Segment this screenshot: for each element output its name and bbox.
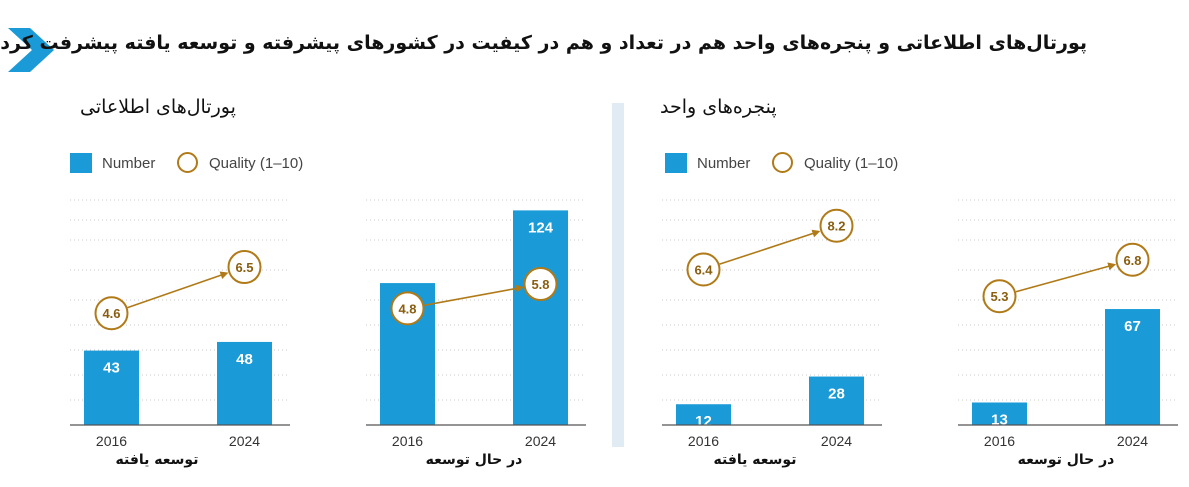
x-tick-label: 2024 [821,433,852,449]
legend-number-label: Number [697,155,751,172]
quality-value-label: 6.5 [235,260,253,275]
quality-marker [523,267,558,302]
x-tick-label: 2016 [392,433,423,449]
bar-value-label: 13 [991,412,1008,429]
quality-value-label: 6.4 [694,262,713,277]
chevron-right-icon [8,28,54,72]
x-tick-label: 2016 [984,433,1015,449]
legend-quality-label: Quality (1–10) [209,155,304,172]
bar-value-label: 48 [236,351,253,368]
quality-value-label: 4.6 [102,306,120,321]
x-tick-label: 2024 [525,433,556,449]
bar-2016 [84,350,139,425]
quality-trend-arrow [1015,262,1117,293]
group-label-developing: در حال توسعه [1017,452,1115,468]
x-tick-label: 2024 [229,433,260,449]
bar-2024 [217,341,272,425]
bar-value-label: 67 [1124,318,1141,335]
quality-marker [94,296,129,331]
group-label-developing: در حال توسعه [425,452,523,468]
quality-marker [819,208,854,243]
quality-value-label: 5.8 [531,277,549,292]
bar-2024 [1105,309,1160,425]
x-tick-label: 2016 [688,433,719,449]
quality-trend-arrow [424,284,524,307]
section-divider [612,103,624,447]
bar-value-label: 28 [828,386,845,403]
bar-2024 [809,376,864,425]
bar-2016 [676,404,731,425]
bar-value-label: 43 [103,360,120,377]
quality-marker [1115,242,1150,277]
legend-number-label: Number [102,155,156,172]
bar-value-label: 124 [528,219,554,236]
legend-quality-circle-icon [772,152,793,173]
page-title: پورتال‌های اطلاعاتی و پنجره‌های واحد هم … [0,32,1088,54]
legend-number-swatch [665,153,687,173]
quality-value-label: 6.8 [1123,253,1141,268]
quality-marker [982,279,1017,314]
quality-marker [227,250,262,285]
group-label-developed: توسعه یافته [713,452,797,468]
bar-2024 [513,210,568,425]
quality-value-label: 4.8 [398,301,416,316]
quality-value-label: 5.3 [990,289,1008,304]
bar-value-label: 12 [695,413,712,430]
section-title-portals: پورتال‌های اطلاعاتی [80,96,236,118]
legend-quality-label: Quality (1–10) [804,155,899,172]
quality-value-label: 8.2 [827,219,845,234]
x-tick-label: 2016 [96,433,127,449]
group-label-developed: توسعه یافته [115,452,199,468]
quality-trend-arrow [127,271,229,309]
legend-quality-circle-icon [177,152,198,173]
x-tick-label: 2024 [1117,433,1148,449]
legend-number-swatch [70,153,92,173]
quality-trend-arrow [719,229,821,265]
quality-marker [390,291,425,326]
bar-2016 [972,402,1027,425]
quality-marker [686,252,721,287]
section-title-single-windows: پنجره‌های واحد [660,96,777,118]
